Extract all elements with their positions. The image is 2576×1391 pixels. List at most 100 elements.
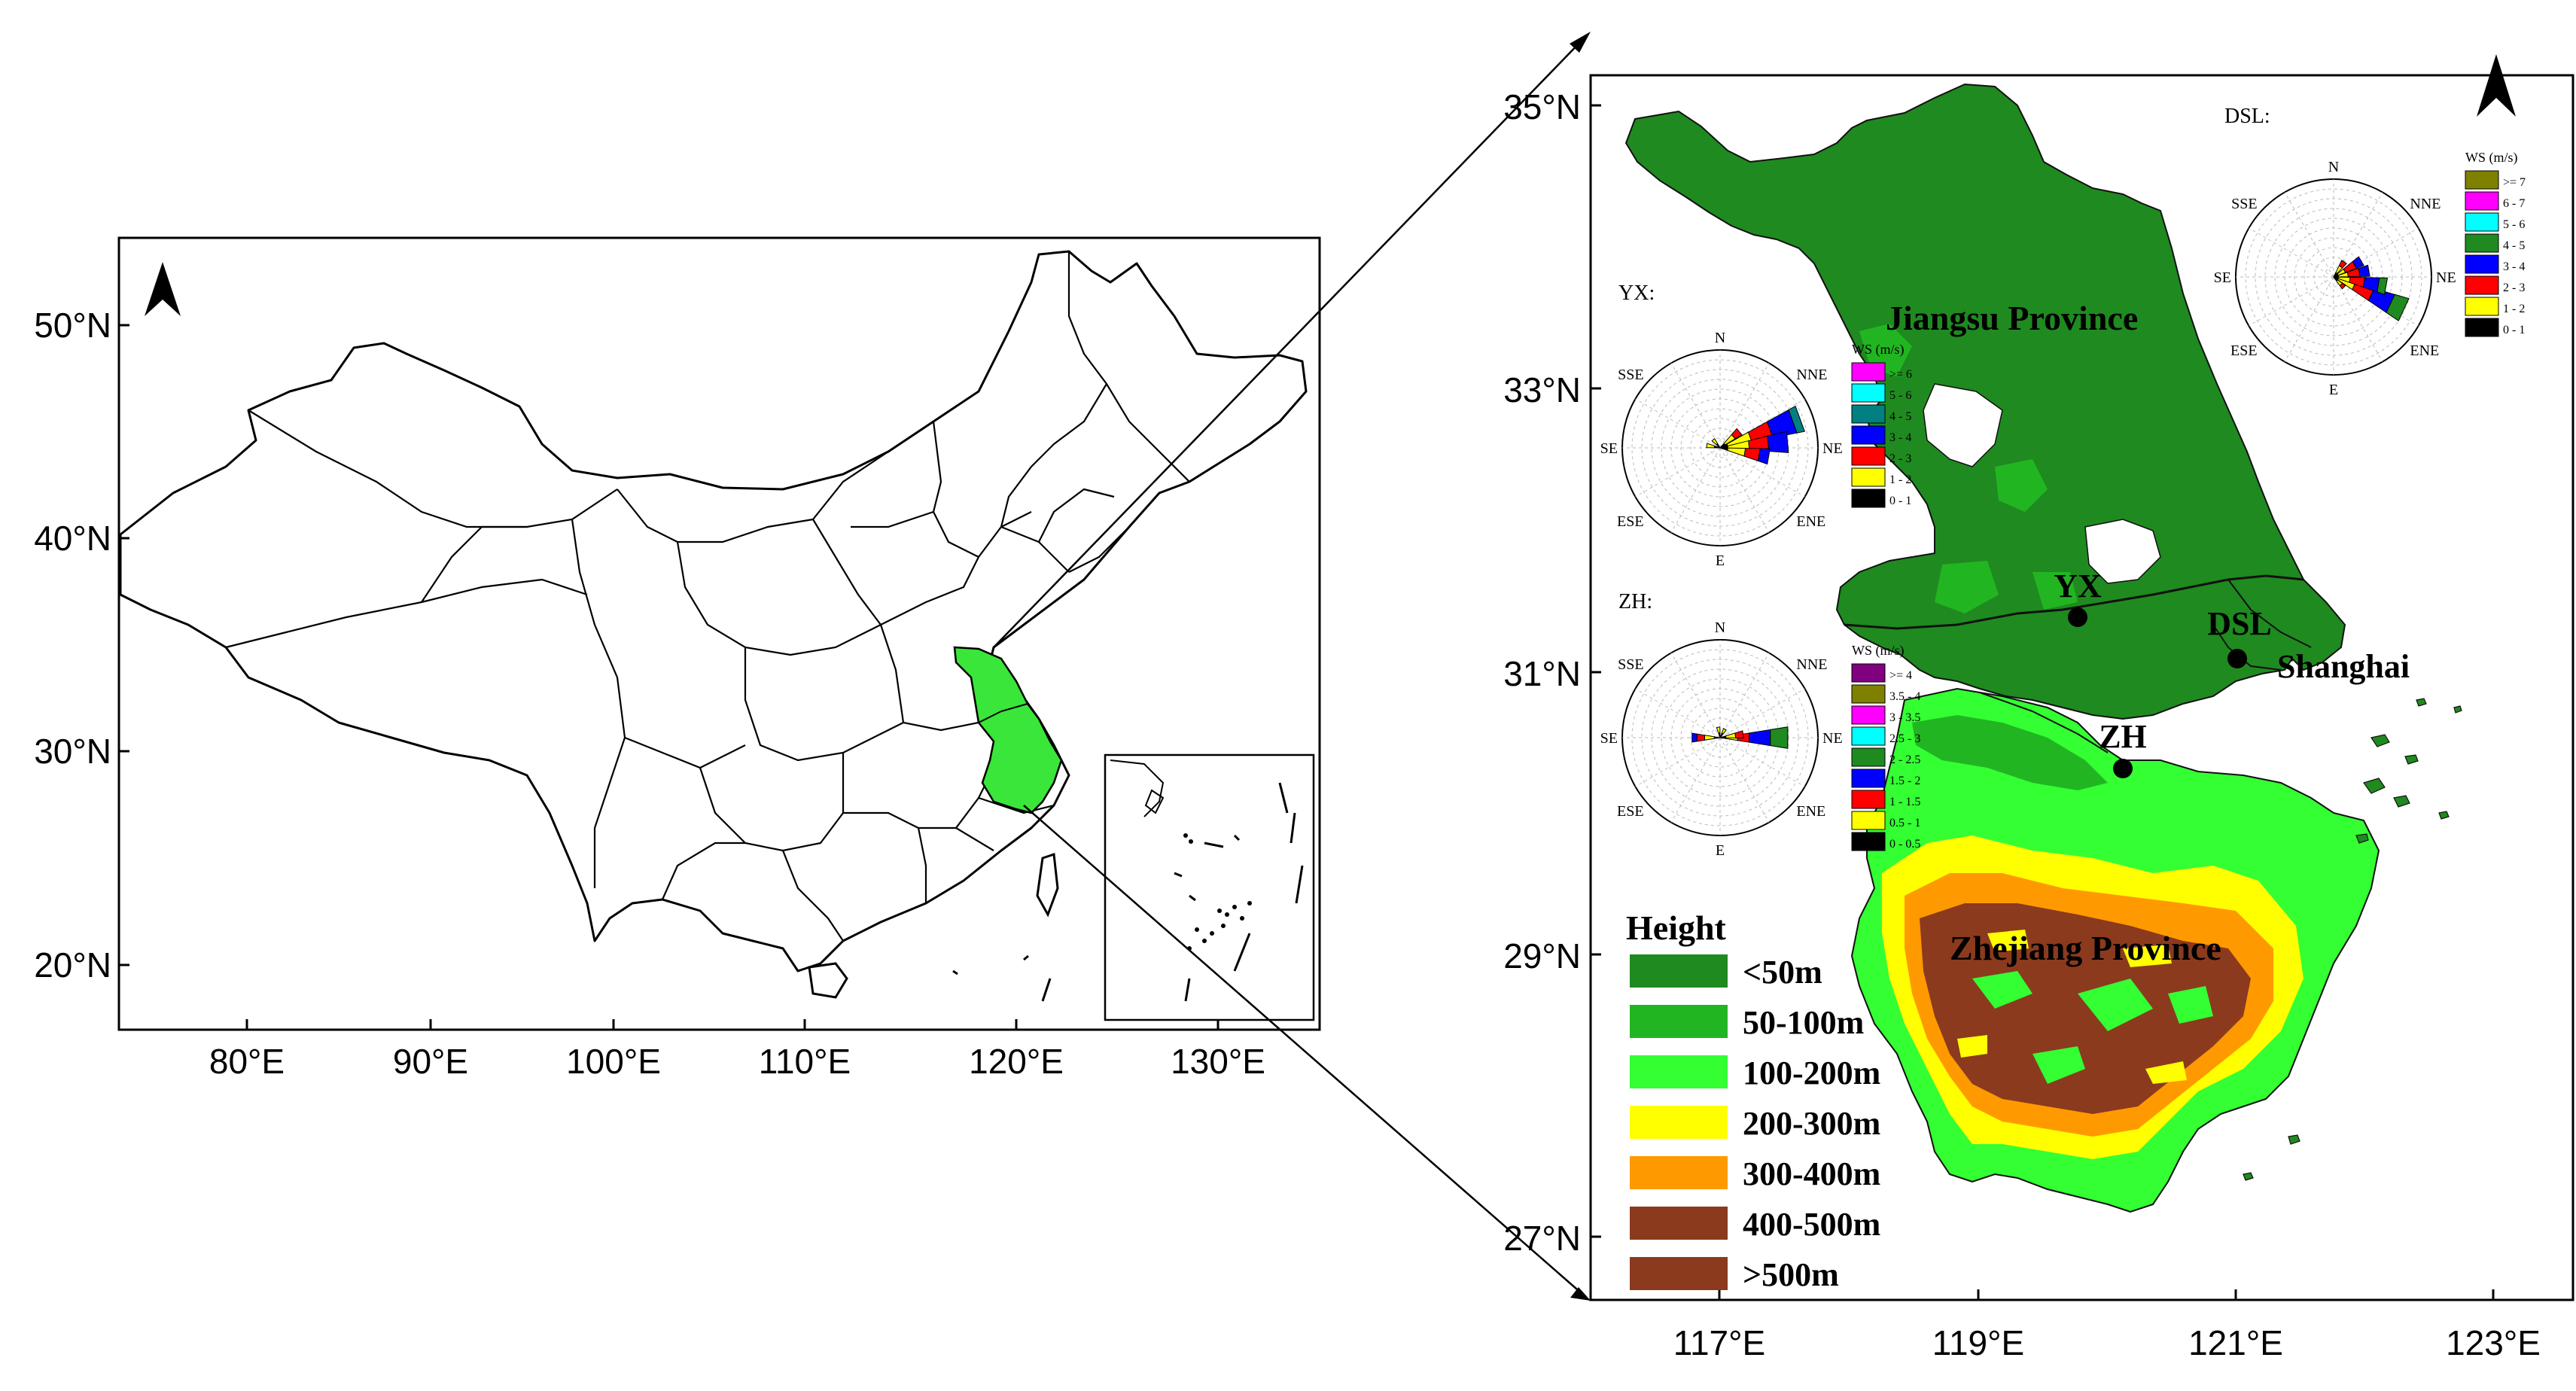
rose-petal-segment (2386, 294, 2410, 321)
left-lon-label: 130°E (1171, 1042, 1265, 1081)
rose-title: DSL: (2224, 105, 2270, 128)
station-yx-marker (2068, 607, 2087, 627)
rose-grid-spoke (1635, 688, 1721, 738)
rose-legend-label: 4 - 5 (1889, 410, 1911, 423)
station-markers (2068, 607, 2247, 778)
islands (2243, 698, 2462, 1181)
ridge-patches (1957, 930, 2187, 1084)
rose-grid-spoke (1719, 363, 1770, 449)
rose-grid-spoke (2333, 276, 2383, 362)
rose-legend-swatch (1851, 362, 1886, 382)
rose-grid-spoke (1670, 363, 1721, 449)
rose-petal-segment (1757, 448, 1771, 465)
height-legend-label: 200-300m (1743, 1105, 1880, 1142)
station-zh-marker (2113, 759, 2133, 778)
rose-grid-spoke (1719, 447, 1805, 498)
rose-legend-swatch (1851, 790, 1886, 809)
rose-grid-ring (2303, 247, 2364, 307)
rose-grid-spoke (1670, 653, 1721, 738)
rose-legend-label: 1.5 - 2 (1889, 775, 1920, 787)
hainan-island (808, 962, 848, 999)
rose-legend-title: WS (m/s) (1852, 342, 1905, 358)
rose-petal-segment (2339, 282, 2346, 290)
rose-legend-swatch (2465, 191, 2499, 211)
rose-grid-spoke (1719, 737, 1805, 787)
rose-title: ZH: (1618, 590, 1652, 613)
rose-direction-label: ENE (2410, 342, 2439, 359)
height-legend-label: <50m (1743, 954, 1822, 991)
rose-legend-swatch (1851, 832, 1886, 851)
rose-petal-segment (1711, 437, 1719, 446)
rose-legend-label: 0 - 1 (1889, 495, 1911, 507)
right-lat-label: 35°N (1503, 87, 1581, 126)
rose-legend-label: 2 - 3 (1889, 452, 1911, 465)
height-legend-label: 400-500m (1743, 1206, 1880, 1243)
left-lat-label: 40°N (34, 519, 111, 558)
rose-direction-label: ENE (1796, 803, 1825, 820)
rose-direction-label: NE (1822, 440, 1843, 457)
height-legend-title: Height (1626, 909, 1727, 947)
rose-grid-ring (2274, 218, 2393, 336)
rose-grid-spoke (2333, 192, 2383, 278)
rose-petal-segment (2358, 264, 2370, 277)
rose-grid-spoke (1670, 737, 1721, 823)
north-arrow-left (145, 262, 181, 316)
rose-legend-label: 3 - 3.5 (1889, 711, 1920, 724)
rose-legend-title: WS (m/s) (1852, 643, 1905, 659)
rose-legend-swatch (2465, 212, 2499, 232)
rose-petal-segment (1788, 405, 1805, 434)
rose-legend-label: 3 - 4 (2503, 260, 2525, 273)
rose-legend-swatch (1851, 663, 1886, 683)
rose-direction-label: ESE (1617, 513, 1644, 530)
rose-direction-label: NNE (1796, 656, 1827, 673)
rose-legend-swatch (1851, 747, 1886, 767)
rose-direction-label: N (1715, 330, 1725, 346)
right-lat-label: 29°N (1503, 936, 1581, 976)
rose-direction-label: SSE (1618, 367, 1643, 383)
rose-legend-label: 3.5 - 4 (1889, 690, 1920, 703)
rose-legend-swatch (1851, 383, 1886, 403)
rose-direction-label: NNE (1796, 367, 1827, 383)
rose-direction-label: N (1715, 619, 1725, 636)
rose-petal-segment (1734, 730, 1744, 739)
rose-legend-label: 2.5 - 3 (1889, 732, 1920, 745)
height-legend-swatch (1630, 1055, 1728, 1088)
rose-legend-swatch (1851, 705, 1886, 725)
rose-grid-spoke (1635, 737, 1721, 787)
height-legend-label: >500m (1743, 1256, 1839, 1293)
rose-legend-label: 0 - 1 (2503, 324, 2525, 336)
station-yx-label: YX (2054, 568, 2102, 604)
height-legend-swatch (1630, 954, 1728, 988)
rose-legend-label: 2 - 2.5 (1889, 753, 1920, 766)
left-lon-label: 110°E (759, 1042, 851, 1081)
height-legend-swatch (1630, 1207, 1728, 1240)
rose-legend-swatch (1851, 684, 1886, 704)
rose-legend-label: 2 - 3 (2503, 282, 2525, 294)
rose-legend-label: >= 6 (1889, 368, 1912, 381)
rose-legend-swatch (2465, 275, 2499, 295)
rose-legend-label: 0.5 - 1 (1889, 817, 1920, 829)
rose-grid-spoke (1719, 688, 1805, 738)
right-lon-label: 123°E (2446, 1323, 2541, 1362)
rose-petal-segment (1731, 428, 1743, 440)
station-dsl-label: DSL (2207, 605, 2272, 642)
right-lat-label: 31°N (1503, 654, 1581, 693)
rose-legend-label: 5 - 6 (2503, 218, 2525, 231)
rose-legend-label: 1 - 2 (2503, 303, 2525, 315)
rose-legend-label: 3 - 4 (1889, 431, 1911, 444)
rose-legend-label: >= 4 (1889, 669, 1912, 682)
rose-legend-swatch (1851, 404, 1886, 424)
rose-legend-swatch (2465, 297, 2499, 316)
rose-petal-segment (2352, 256, 2364, 269)
rose-grid-spoke (1719, 398, 1805, 449)
height-legend-label: 50-100m (1743, 1004, 1864, 1041)
rose-direction-label: NE (2436, 269, 2456, 286)
height-legend-label: 300-400m (1743, 1155, 1880, 1192)
rose-legend-swatch (1851, 467, 1886, 487)
height-legend: Height <50m 50-100m 100-200m 200-300m 300-40… (1626, 909, 1880, 1293)
zoom-connector-arrows (993, 32, 1591, 1301)
rose-petal-segment (1716, 726, 1721, 734)
right-lat-label: 33°N (1503, 370, 1581, 409)
rose-legend-swatch (2465, 170, 2499, 190)
